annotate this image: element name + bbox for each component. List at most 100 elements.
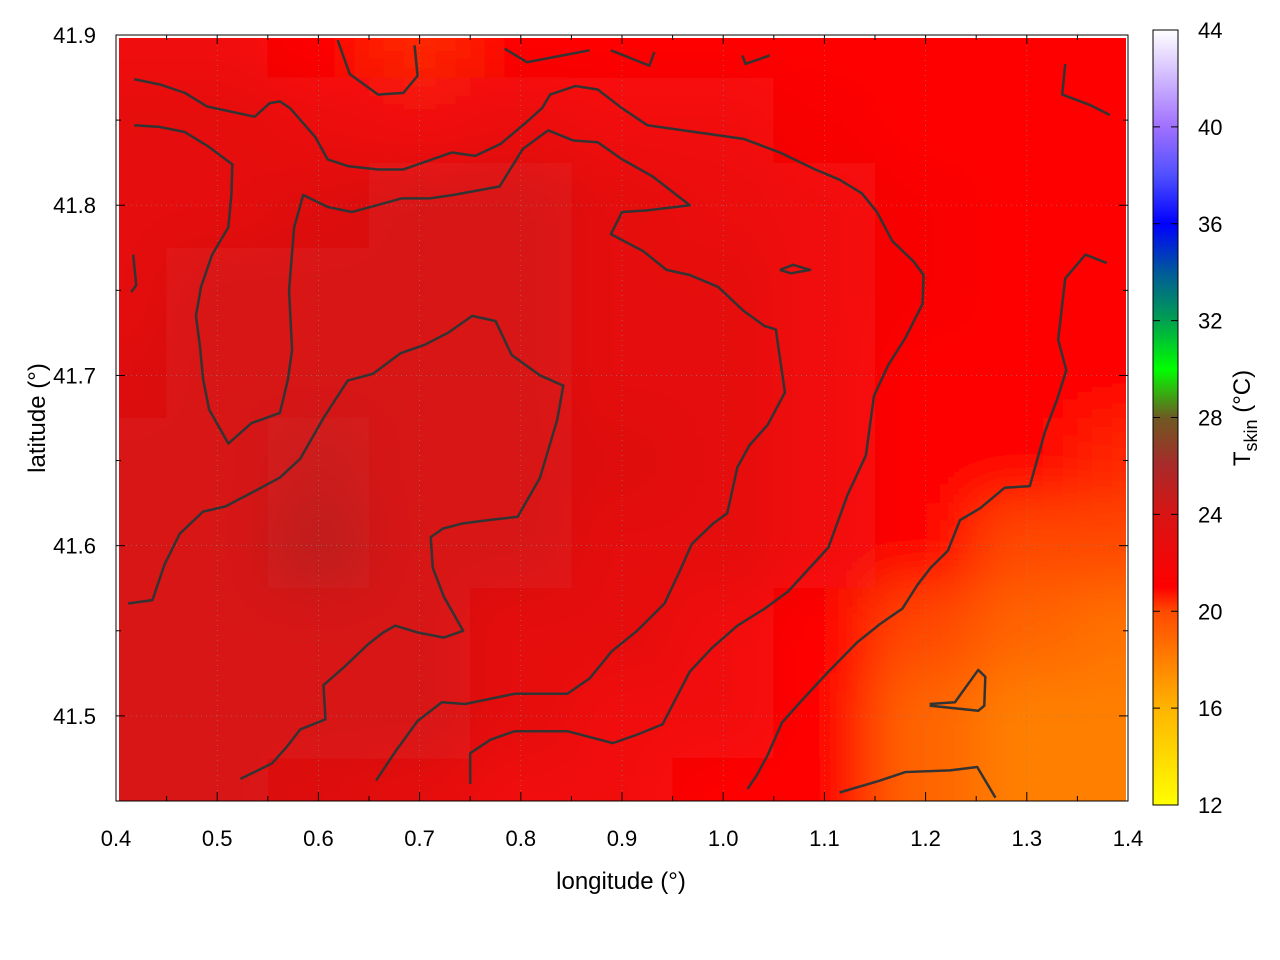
heatmap-cell: [166, 503, 269, 590]
heatmap-cell: [773, 38, 876, 79]
heatmap-cell: [1077, 418, 1126, 505]
contour-line: [133, 78, 925, 784]
heatmap-cell: [119, 758, 168, 801]
heatmap-cell: [1077, 162, 1126, 249]
heatmap-cell: [875, 588, 978, 675]
x-tick-label: 0.9: [607, 826, 638, 851]
heatmap-cell: [976, 673, 1079, 760]
heatmap-cell: [166, 162, 269, 249]
heatmap-cell: [1077, 77, 1126, 164]
x-axis-label: longitude (°): [556, 868, 686, 895]
x-axis: 0.4 0.5 0.6 0.7 0.8 0.9 1.0 1.1 1.2 1.3 1.4: [101, 35, 1144, 851]
heatmap-cell: [470, 503, 573, 590]
colorbar-tick-label: 16: [1198, 696, 1222, 721]
heatmap-cell: [672, 588, 775, 675]
colorbar-label-main: T: [1229, 451, 1256, 466]
heatmap-cell: [976, 588, 1079, 675]
heatmap-cell: [166, 418, 269, 505]
contour-line: [839, 765, 997, 799]
contour-line: [503, 47, 590, 64]
heatmap-cell: [119, 247, 168, 334]
heatmap-cell: [875, 77, 978, 164]
colorbar-ticks: 12 16 20 24 28 32 36 40 44: [1153, 18, 1222, 818]
colorbar-tick-label: 32: [1198, 309, 1222, 334]
heatmap-cell: [267, 247, 370, 334]
heatmap-cell: [571, 77, 674, 164]
heatmap-cell: [119, 38, 168, 79]
heatmap-cell: [976, 418, 1079, 505]
x-tick-label: 0.6: [303, 826, 334, 851]
heatmap-cell: [571, 673, 674, 760]
heatmap-cell: [672, 332, 775, 419]
colorbar-tick-label: 36: [1198, 212, 1222, 237]
heatmap-cell: [571, 247, 674, 334]
heatmap-cell: [470, 673, 573, 760]
contour-line: [741, 54, 771, 66]
heatmap-cell: [875, 332, 978, 419]
heatmap-cell: [1077, 503, 1126, 590]
heatmap-cell: [976, 503, 1079, 590]
heatmap-cell: [119, 77, 168, 164]
colorbar-tick-label: 44: [1198, 18, 1222, 43]
contour-line: [1060, 63, 1111, 117]
heatmap-cell: [875, 162, 978, 249]
heatmap-cell: [773, 162, 876, 249]
heatmap-cell: [119, 503, 168, 590]
heatmap-cell: [571, 503, 674, 590]
heatmap-cell: [1077, 588, 1126, 675]
contour-line: [929, 668, 987, 713]
contour-line: [134, 123, 787, 782]
x-tick-label: 1.1: [809, 826, 840, 851]
contour-line: [746, 253, 1108, 790]
colorbar-label-sub: skin: [1241, 419, 1261, 451]
colorbar-label-unit: (°C): [1229, 370, 1256, 420]
heatmap-cell: [976, 162, 1079, 249]
heatmap-cell: [166, 673, 269, 760]
colorbar-tick-label: 40: [1198, 115, 1222, 140]
heatmap-cell: [369, 38, 472, 79]
heatmap-cell: [267, 588, 370, 675]
y-tick-label: 41.8: [53, 193, 96, 218]
heatmap-cell: [369, 503, 472, 590]
heatmap-cell: [571, 38, 674, 79]
contour-lines: [127, 39, 1111, 799]
heatmap-cell: [1077, 758, 1126, 801]
x-tick-label: 0.8: [506, 826, 537, 851]
heatmap-cell: [571, 588, 674, 675]
heatmap-cell: [1077, 673, 1126, 760]
heatmap-cell: [773, 247, 876, 334]
heatmap-cell: [470, 758, 573, 801]
heatmap-cell: [267, 418, 370, 505]
heatmap-cell: [976, 332, 1079, 419]
heatmap-cell: [470, 38, 573, 79]
heatmap-cell: [470, 332, 573, 419]
x-tick-label: 0.5: [202, 826, 233, 851]
colorbar-tick-label: 24: [1198, 502, 1222, 527]
heatmap-cell: [976, 38, 1079, 79]
y-tick-label: 41.5: [53, 704, 96, 729]
heatmap-cell: [875, 247, 978, 334]
heatmap-cell: [166, 77, 269, 164]
heatmap-cell: [166, 38, 269, 79]
heatmap-cell: [773, 673, 876, 760]
contour-line: [130, 254, 138, 293]
heatmap-cell: [773, 418, 876, 505]
heatmap-cell: [470, 162, 573, 249]
heatmap-cell: [267, 673, 370, 760]
colorbar: 12 16 20 24 28 32 36 40 44 Tskin (°C): [1152, 18, 1261, 818]
heatmap-cell: [267, 77, 370, 164]
heatmap-cell: [119, 418, 168, 505]
heatmap-cell: [672, 38, 775, 79]
heatmap-cell: [267, 38, 370, 79]
heatmap-cell: [369, 673, 472, 760]
y-tick-label: 41.9: [53, 23, 96, 48]
x-tick-label: 1.4: [1113, 826, 1144, 851]
heatmap-cell: [119, 332, 168, 419]
heatmap-cell: [875, 38, 978, 79]
heatmap-cell: [267, 503, 370, 590]
contour-line: [610, 49, 656, 67]
heatmap-cell: [773, 332, 876, 419]
x-tick-label: 1.0: [708, 826, 739, 851]
heatmap-cell: [571, 162, 674, 249]
